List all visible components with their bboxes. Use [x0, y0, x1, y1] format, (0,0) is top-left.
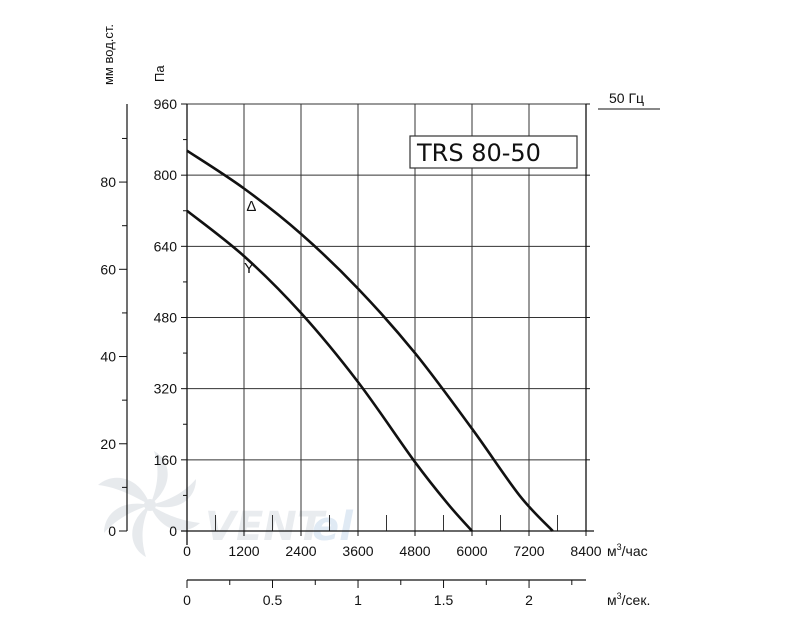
- svg-text:el: el: [312, 504, 354, 550]
- y-tick-label: 480: [154, 310, 178, 326]
- series-label: Δ: [246, 198, 256, 215]
- y2-axis-unit-mm: мм вод.ст.: [101, 24, 116, 85]
- y-tick-label: 320: [154, 381, 178, 397]
- watermark-fan-icon: [98, 451, 200, 557]
- x-tick-label: 6000: [456, 543, 487, 559]
- y2-tick-label: 0: [108, 523, 116, 539]
- y2-tick-label: 40: [100, 349, 116, 365]
- y2-tick-label: 60: [100, 261, 116, 277]
- x2-axis-unit-label: м3/сек.: [607, 591, 650, 608]
- x-axis-unit-label: м3/час: [607, 542, 648, 559]
- frequency-label: 50 Гц: [609, 90, 644, 106]
- y-tick-label: 640: [154, 238, 178, 254]
- x2-tick-label: 1: [354, 592, 362, 608]
- model-label-box: TRS 80-50: [409, 135, 578, 169]
- y2-tick-label: 80: [100, 174, 116, 190]
- y-tick-label: 800: [154, 167, 178, 183]
- x2-tick-label: 0: [183, 592, 191, 608]
- svg-text:VENT: VENT: [205, 504, 327, 550]
- model-label: TRS 80-50: [416, 139, 541, 167]
- y-tick-label: 160: [154, 452, 178, 468]
- x-tick-label: 4800: [399, 543, 430, 559]
- y-axis-unit-pa: Па: [152, 65, 167, 82]
- series-layer: ΔY: [186, 149, 554, 532]
- series-line-delta: [186, 149, 554, 532]
- y-tick-label: 960: [154, 96, 178, 112]
- x-tick-label: 0: [183, 543, 191, 559]
- x-tick-label: 1200: [228, 543, 259, 559]
- x-tick-label: 7200: [513, 543, 544, 559]
- series-line-y: [186, 209, 473, 532]
- x-tick-label: 8400: [570, 543, 601, 559]
- watermark-logo: VENT el: [98, 451, 354, 557]
- x-tick-label: 3600: [342, 543, 373, 559]
- y-tick-label: 0: [169, 523, 177, 539]
- x-tick-label: 2400: [285, 543, 316, 559]
- y2-tick-label: 20: [100, 436, 116, 452]
- x2-tick-label: 0.5: [263, 592, 283, 608]
- x2-tick-label: 2: [525, 592, 533, 608]
- series-label: Y: [244, 260, 254, 277]
- x2-tick-label: 1.5: [434, 592, 454, 608]
- grid: [187, 103, 586, 531]
